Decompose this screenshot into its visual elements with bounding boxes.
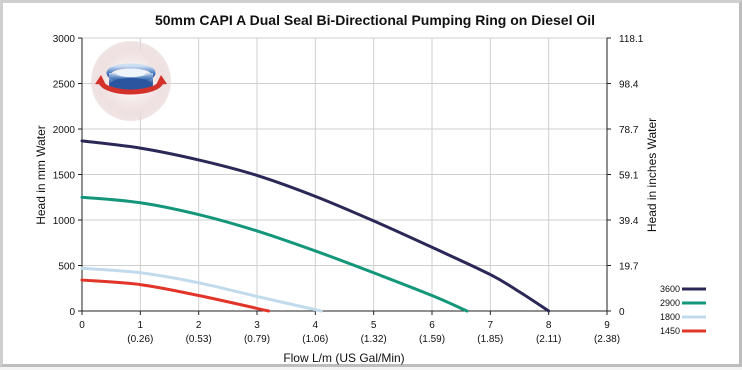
x-tick-label: 6 [429,320,435,331]
y-tick-label: 1500 [53,171,76,182]
x-tick-label: 7 [488,320,494,331]
y2-tick-label: 59.1 [619,171,639,182]
series-line-1800 [80,266,323,313]
y2-tick-label: 98.4 [619,80,639,91]
x-tick-sublabel: (0.79) [244,334,270,345]
y-axis-label: Head in mm Water [34,125,48,225]
x-axis-label: Flow L/m (US Gal/Min) [283,351,404,365]
x-tick-label: 0 [79,320,85,331]
x-tick-label: 9 [604,320,610,331]
pump-curve-chart: 0 1 (0.26) 2 (0.53) 3 (0.79) 4 (1.06) 5 (1.32) 6 (1.… [34,12,706,365]
x-tick-sublabel: (2.38) [594,334,620,345]
y-tick-label: 1000 [53,216,76,227]
legend-label: 1800 [660,312,680,322]
legend-label: 2900 [660,298,680,308]
legend-label: 3600 [660,284,680,294]
y2-axis-label: Head in inches Water [645,118,659,232]
series-lines [80,139,551,313]
x-tick-sublabel: (1.32) [361,334,387,345]
y2-tick-label: 39.4 [619,216,639,227]
series-line-3600 [80,139,551,313]
seal-ring-icon [91,41,171,121]
y-tick-label: 0 [69,307,75,318]
y2-tick-label: 0 [619,307,625,318]
x-tick-sublabel: (0.26) [127,334,153,345]
series-line-1450 [80,278,271,313]
x-tick-label: 1 [138,320,144,331]
tick-labels: 0 1 (0.26) 2 (0.53) 3 (0.79) 4 (1.06) 5 (1.32) 6 (1.… [53,34,644,345]
axes [78,37,611,315]
x-tick-label: 3 [254,320,260,331]
y-tick-label: 2500 [53,80,76,91]
legend-label: 1450 [660,326,680,336]
chart-title: 50mm CAPI A Dual Seal Bi-Directional Pum… [155,12,595,28]
y2-tick-label: 78.7 [619,125,639,136]
x-tick-label: 8 [546,320,552,331]
x-tick-sublabel: (2.11) [536,334,561,345]
x-tick-sublabel: (1.06) [302,334,328,345]
y-tick-label: 3000 [53,34,76,45]
x-tick-label: 4 [313,320,319,331]
x-tick-label: 5 [371,320,377,331]
series-line-2900 [80,195,469,313]
x-tick-sublabel: (0.53) [186,334,212,345]
x-tick-label: 2 [196,320,202,331]
y2-tick-label: 118.1 [619,34,644,45]
y-tick-label: 500 [58,262,75,273]
x-tick-sublabel: (1.85) [477,334,503,345]
y2-tick-label: 19.7 [619,262,639,273]
x-tick-sublabel: (1.59) [419,334,445,345]
y-tick-label: 2000 [53,125,76,136]
legend: 3600 2900 1800 1450 [660,284,706,336]
